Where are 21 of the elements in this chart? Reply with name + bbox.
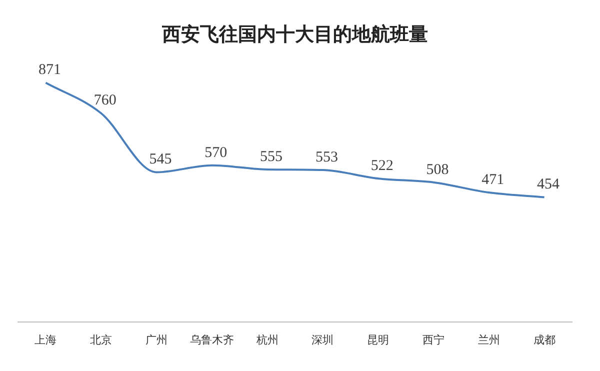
data-label: 508: [426, 162, 449, 178]
x-tick-label: 乌鲁木齐: [190, 333, 234, 346]
x-tick-label: 广州: [146, 333, 168, 346]
data-label: 553: [315, 149, 338, 166]
data-label: 454: [537, 176, 560, 193]
data-label: 471: [482, 172, 504, 188]
x-tick-label: 昆明: [367, 333, 390, 346]
x-tick-label: 成都: [533, 333, 556, 346]
x-tick-label: 杭州: [255, 333, 278, 346]
x-tick-label: 北京: [90, 333, 112, 346]
x-tick-label: 上海: [34, 333, 57, 346]
data-label: 545: [149, 152, 172, 168]
data-label: 871: [38, 62, 61, 78]
x-tick-label: 西宁: [422, 333, 444, 346]
chart-title: 西安飞往国内十大目的地航班量: [161, 23, 428, 46]
x-tick-label: 兰州: [478, 333, 500, 346]
data-label: 760: [94, 92, 116, 109]
data-label: 555: [260, 148, 283, 165]
x-tick-label: 深圳: [312, 333, 334, 346]
data-label: 522: [370, 158, 394, 174]
data-label: 570: [204, 144, 228, 161]
